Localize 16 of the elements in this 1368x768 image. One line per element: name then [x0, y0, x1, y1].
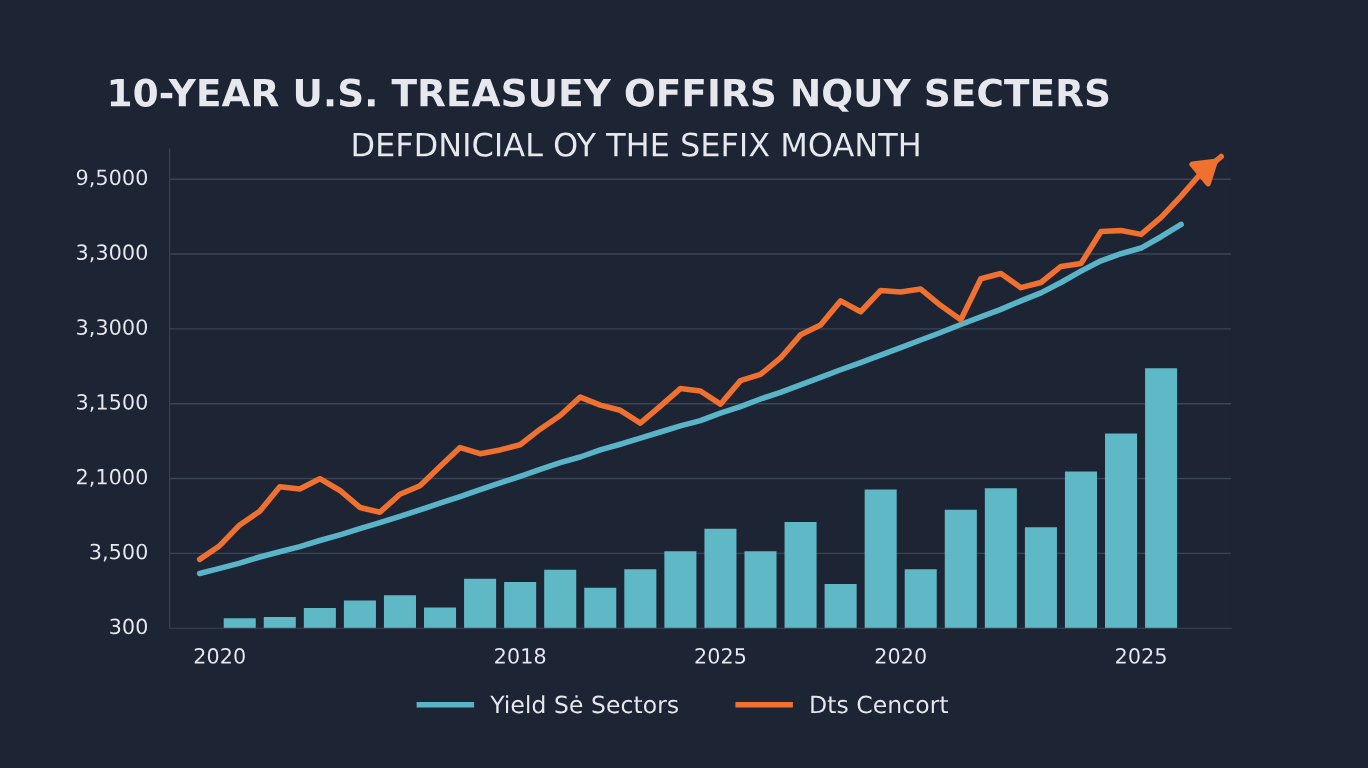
x-tick-label: 2018 — [495, 648, 546, 664]
x-tick-label: 2020 — [194, 648, 245, 664]
chart-title: 10-YEAR U.S. TREASUEY OFFIRS NQUY SECTERS — [110, 78, 1109, 112]
legend-label: Dts Cencort — [811, 695, 949, 714]
x-tick-label: 2020 — [875, 648, 926, 664]
chart-subtitle: DEFDNICIAL OY THE SEFIX MOANTH — [353, 132, 919, 157]
legend-label: Yield Sė Sectors — [490, 695, 678, 714]
text: 3,3000 — [77, 319, 148, 338]
text: 3,1500 — [77, 393, 148, 412]
x-tick-label: 2025 — [695, 648, 746, 664]
text: 3,500 — [90, 543, 148, 562]
text: 9,5000 — [76, 169, 148, 188]
x-tick-label: 2025 — [1116, 648, 1166, 664]
text: 3,3000 — [77, 244, 148, 263]
text: 2,1000 — [77, 468, 148, 487]
text: 300 — [110, 618, 148, 635]
